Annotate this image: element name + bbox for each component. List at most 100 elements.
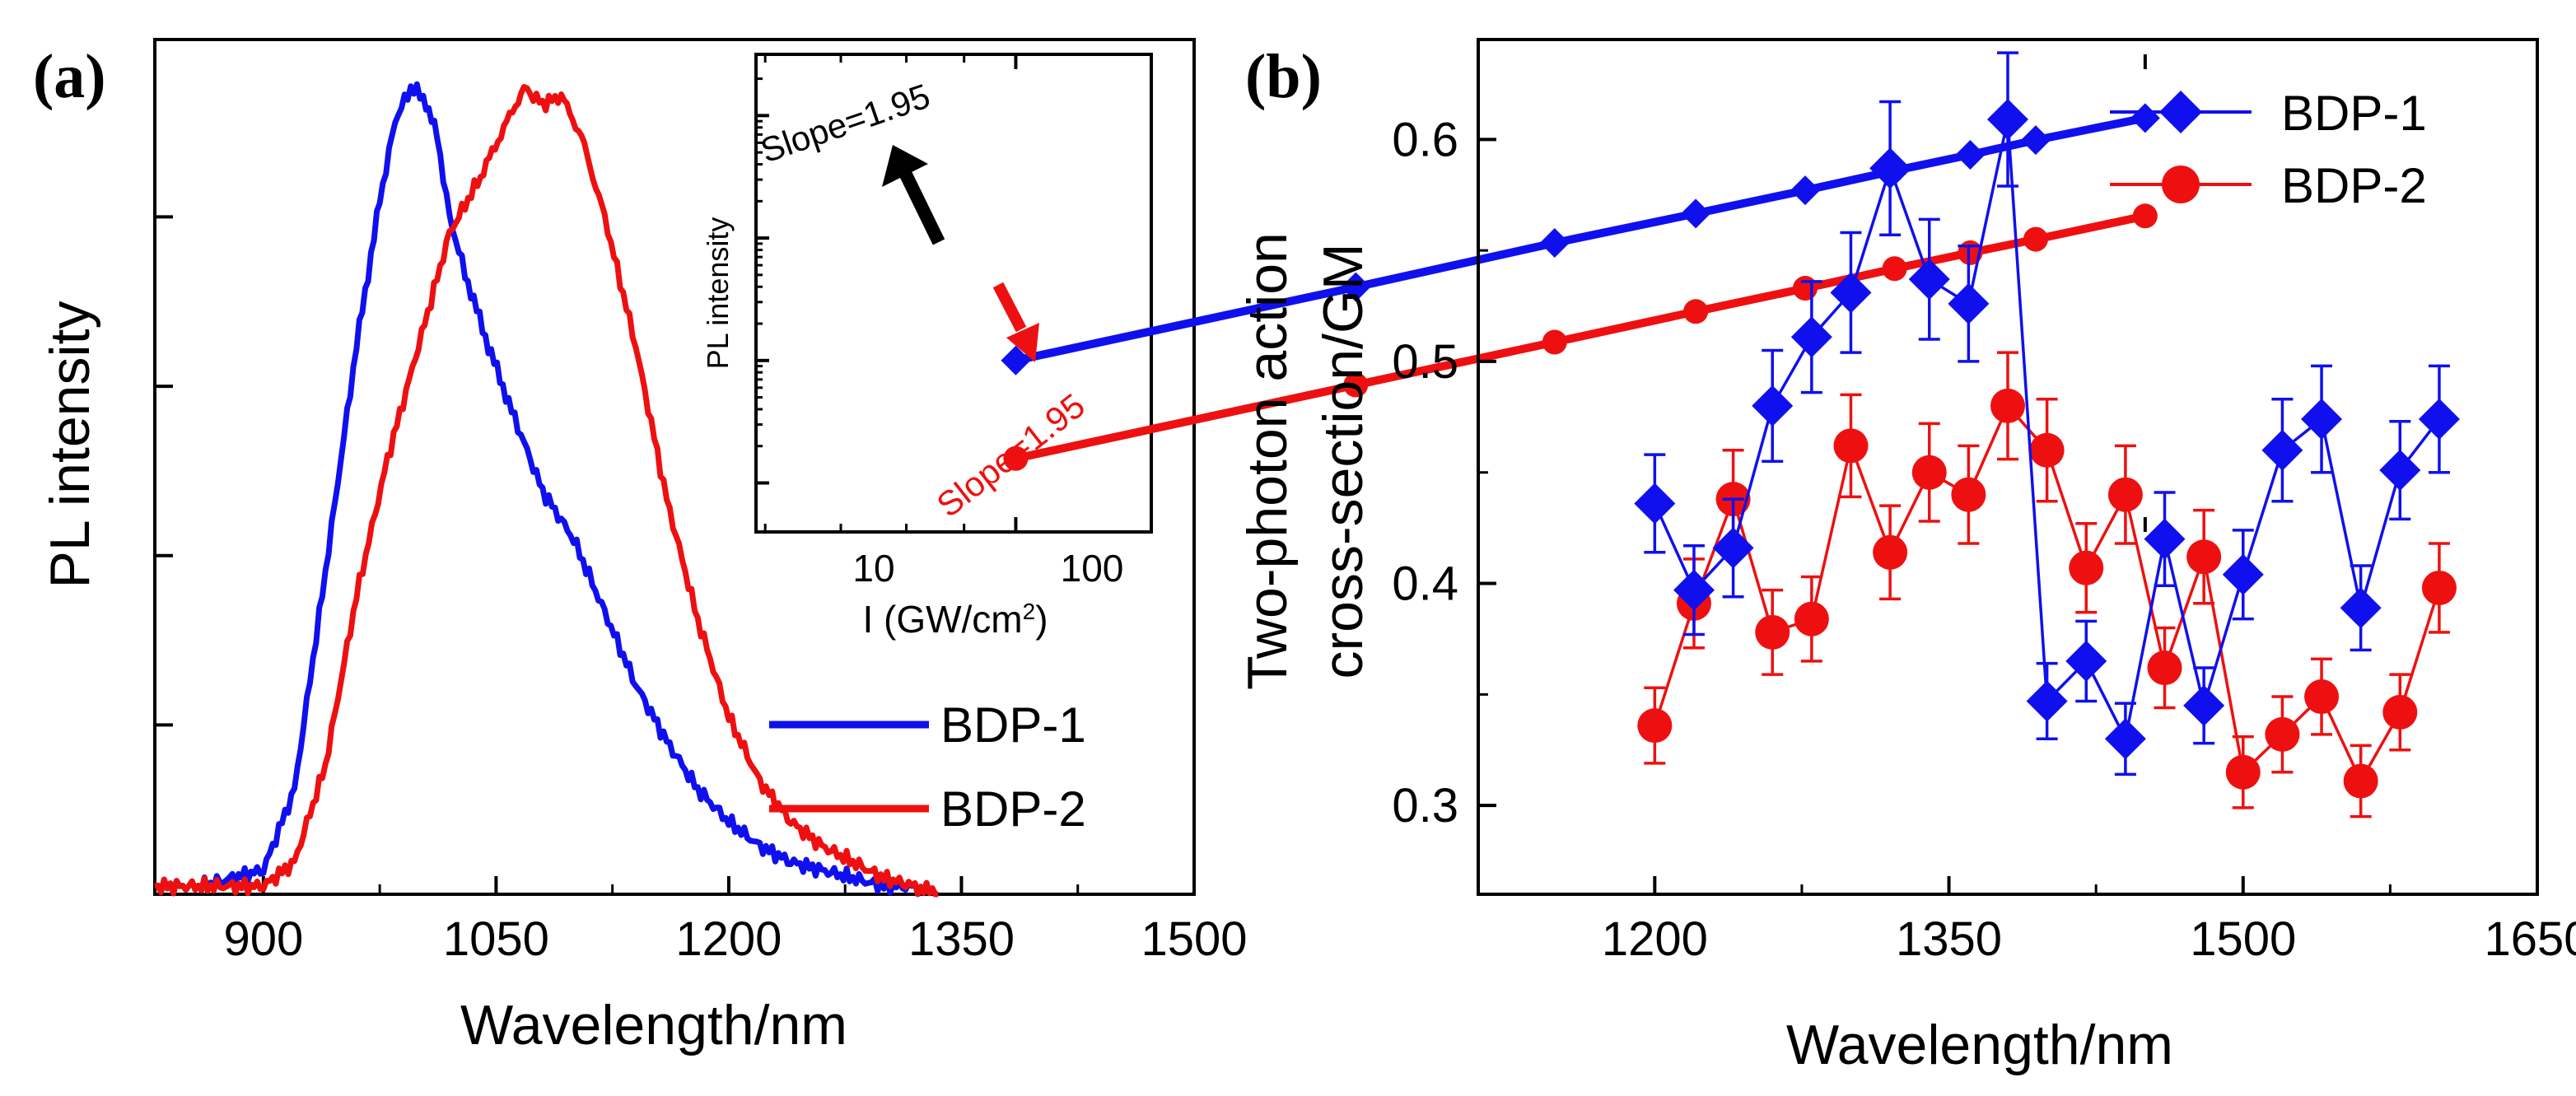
- inset-marker-diamond: [1955, 139, 1986, 170]
- series-line-bdp-1: [154, 81, 939, 898]
- data-point-diamond: [1634, 483, 1676, 525]
- inset-marker-circle: [1882, 256, 1907, 282]
- data-point-diamond: [1830, 272, 1872, 314]
- panel-a-legend: BDP-1 BDP-2: [769, 697, 1086, 837]
- inset-x-tick-100: 100: [1061, 547, 1124, 590]
- inset-series: [1001, 103, 2160, 471]
- inset-marker-circle: [1003, 445, 1029, 471]
- data-point-diamond: [2026, 680, 2068, 722]
- data-point-circle: [1911, 455, 1947, 490]
- panel-b-y-tick-label: 0.4: [1392, 557, 1458, 611]
- panel-b-x-tick-label: 1200: [1602, 912, 1708, 966]
- inset-marker-diamond: [1681, 198, 1711, 229]
- inset-marker-diamond: [2020, 125, 2051, 156]
- legend-label-bdp-2: BDP-2: [940, 781, 1086, 837]
- data-point-circle: [2029, 432, 2065, 468]
- data-point-diamond: [1752, 385, 1794, 427]
- panel-a-y-ticks: [155, 215, 173, 727]
- data-point-circle: [2382, 694, 2418, 730]
- inset-x-tick-10: 10: [852, 547, 894, 590]
- slope-arrowhead-black-icon: [882, 145, 928, 187]
- panel-b-legend: BDP-1 BDP-2: [2110, 86, 2427, 213]
- series-line-bdp-2: [154, 84, 939, 898]
- slope-arrowhead-red-icon: [1006, 323, 1039, 362]
- panel-a-y-axis-label: PL intensity: [39, 301, 101, 589]
- legend-label-bdp-1: BDP-1: [940, 697, 1086, 753]
- panel-b-x-tick-label: 1350: [1896, 912, 2002, 966]
- inset-marker-circle: [1343, 372, 1369, 398]
- data-point-circle: [1637, 708, 1673, 744]
- panel-a-label: (a): [33, 42, 106, 111]
- panel-a-x-tick-label: 1200: [675, 912, 782, 966]
- data-point-circle: [1794, 601, 1829, 637]
- inset-x-axis-label: I (GW/cm2): [862, 598, 1048, 641]
- panel-a-x-axis-label: Wavelength/nm: [460, 994, 847, 1056]
- panel-a-x-tick-label: 1500: [1141, 912, 1247, 966]
- slope-arrow-red-icon: [992, 282, 1027, 333]
- data-point-circle: [2069, 550, 2104, 585]
- panel-b-y-axis-label-line1: Two-photon action: [1236, 232, 1299, 690]
- data-point-circle: [2265, 716, 2300, 752]
- inset-annotation-bdp-2: Slope=1.95: [930, 282, 1092, 525]
- inset-marker-circle: [2023, 226, 2048, 252]
- panel-b-y-axis-label-line2: cross-section/GM: [1312, 244, 1374, 679]
- panel-b-y-tick-label: 0.3: [1392, 779, 1458, 832]
- inset-marker-diamond: [2130, 103, 2160, 133]
- data-point-circle: [2186, 539, 2222, 575]
- inset-marker-diamond: [1790, 175, 1821, 206]
- inset-y-axis-label: PL intensity: [701, 217, 735, 370]
- panel-a-plot-frame: [153, 38, 1196, 896]
- panel-a-x-tick-label: 1050: [443, 912, 549, 966]
- panel-b-y-tick-label: 0.6: [1392, 113, 1458, 166]
- data-point-circle: [1873, 534, 1908, 570]
- data-point-diamond: [2418, 399, 2460, 441]
- panel-b-y-ticks: 0.3 0.4 0.5 0.6: [1392, 113, 1496, 832]
- panel-a-x-tick-label: 900: [223, 912, 303, 966]
- data-point-circle: [2107, 477, 2143, 512]
- panel-b-label: (b): [1245, 42, 1322, 111]
- panel-b-y-tick-label: 0.5: [1392, 335, 1458, 389]
- legend-marker-circle-bdp-2: [2162, 166, 2200, 203]
- data-point-diamond: [1869, 147, 1911, 189]
- inset-marker-circle: [1542, 329, 1567, 355]
- inset-marker-circle: [1683, 299, 1709, 324]
- data-point-circle: [1951, 477, 1986, 512]
- data-point-circle: [2343, 763, 2378, 799]
- inset-marker-diamond: [1341, 272, 1371, 302]
- data-point-diamond: [1790, 316, 1832, 358]
- data-point-diamond: [1908, 259, 1950, 301]
- legend-marker-diamond-bdp-1: [2159, 91, 2202, 133]
- inset-marker-circle: [1793, 276, 1818, 301]
- slope-arrow-black-icon: [899, 171, 945, 245]
- data-point-diamond: [2065, 640, 2107, 682]
- data-point-circle: [2421, 570, 2457, 605]
- panel-a-x-ticks: 900 1050 1200 1350 1500: [223, 876, 1248, 966]
- data-point-diamond: [1712, 527, 1754, 569]
- data-point-diamond: [2301, 399, 2343, 441]
- slope-text-bdp-2: Slope=1.95: [930, 385, 1092, 525]
- data-point-circle: [1755, 614, 1790, 650]
- panel-b-plot-frame: [1477, 38, 2539, 896]
- data-point-diamond: [1673, 569, 1715, 611]
- legend-label-bdp-1: BDP-1: [2281, 86, 2427, 141]
- inset-ticks: [756, 54, 2147, 532]
- data-point-diamond: [2340, 587, 2382, 629]
- data-point-diamond: [2261, 429, 2303, 471]
- data-point-circle: [2304, 679, 2340, 715]
- data-point-diamond: [2144, 518, 2186, 560]
- data-point-diamond: [2183, 684, 2225, 726]
- panel-b-series: [1634, 51, 2460, 819]
- data-point-circle: [1833, 428, 1869, 464]
- panel-a: (a) 900 1050 1200 1350 1500 Wavelength/nm PL…: [33, 38, 2160, 1056]
- legend-label-bdp-2: BDP-2: [2281, 158, 2427, 213]
- inset-marker-diamond: [1001, 345, 1031, 375]
- data-point-diamond: [1948, 282, 1990, 324]
- panel-b-x-axis-label: Wavelength/nm: [1786, 1014, 2173, 1076]
- inset-marker-diamond: [1539, 228, 1570, 259]
- data-point-diamond: [2379, 450, 2421, 492]
- panel-a-x-tick-label: 1350: [908, 912, 1015, 966]
